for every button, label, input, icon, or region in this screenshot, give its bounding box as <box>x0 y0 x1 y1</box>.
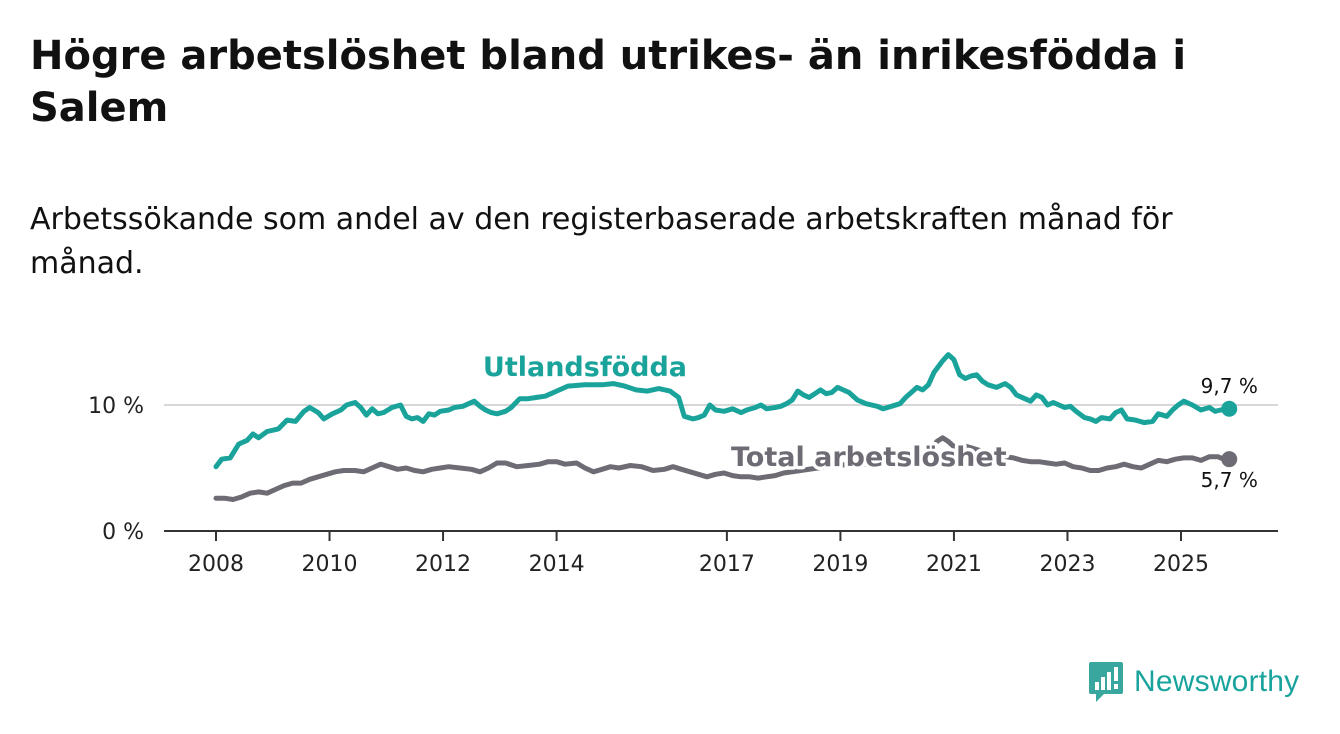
series-lines <box>213 352 1238 502</box>
series-end-point-total <box>1221 451 1238 468</box>
newsworthy-logo[interactable]: Newsworthy <box>1088 660 1299 704</box>
x-tick-label: 2021 <box>926 552 982 577</box>
series-end-point-foreign <box>1221 400 1238 417</box>
chart-title: Högre arbetslöshet bland utrikes- än inr… <box>30 33 1187 131</box>
x-tick-label: 2017 <box>699 552 755 577</box>
x-tick-label: 2012 <box>415 552 471 577</box>
x-tick-label: 2025 <box>1153 552 1209 577</box>
x-tick-label: 2010 <box>302 552 358 577</box>
bar-chart-icon <box>1089 662 1123 702</box>
series-line-foreign <box>213 352 1232 470</box>
series-name-label-foreign: Utlandsfödda <box>483 352 687 383</box>
series-name-label-total: Total arbetslöshet <box>731 442 1007 473</box>
chart-labels: 0 % 10 % 2008 2010 2012 2014 2017 2019 2021 2023 2… <box>88 349 1258 577</box>
x-tick-label: 2023 <box>1039 552 1095 577</box>
x-tick-label: 2014 <box>529 552 585 577</box>
end-value-label-total: 5,7 % <box>1201 468 1258 492</box>
series-line-total <box>213 435 1232 502</box>
x-axis <box>164 530 1278 541</box>
end-value-label-foreign: 9,7 % <box>1201 374 1258 398</box>
chart-subtitle: Arbetssökande som andel av den registerb… <box>30 202 1173 281</box>
brand-name: Newsworthy <box>1134 665 1300 698</box>
y-tick-label: 10 % <box>88 394 144 419</box>
x-tick-label: 2019 <box>812 552 868 577</box>
x-tick-label: 2008 <box>188 552 244 577</box>
y-tick-label: 0 % <box>102 520 144 545</box>
